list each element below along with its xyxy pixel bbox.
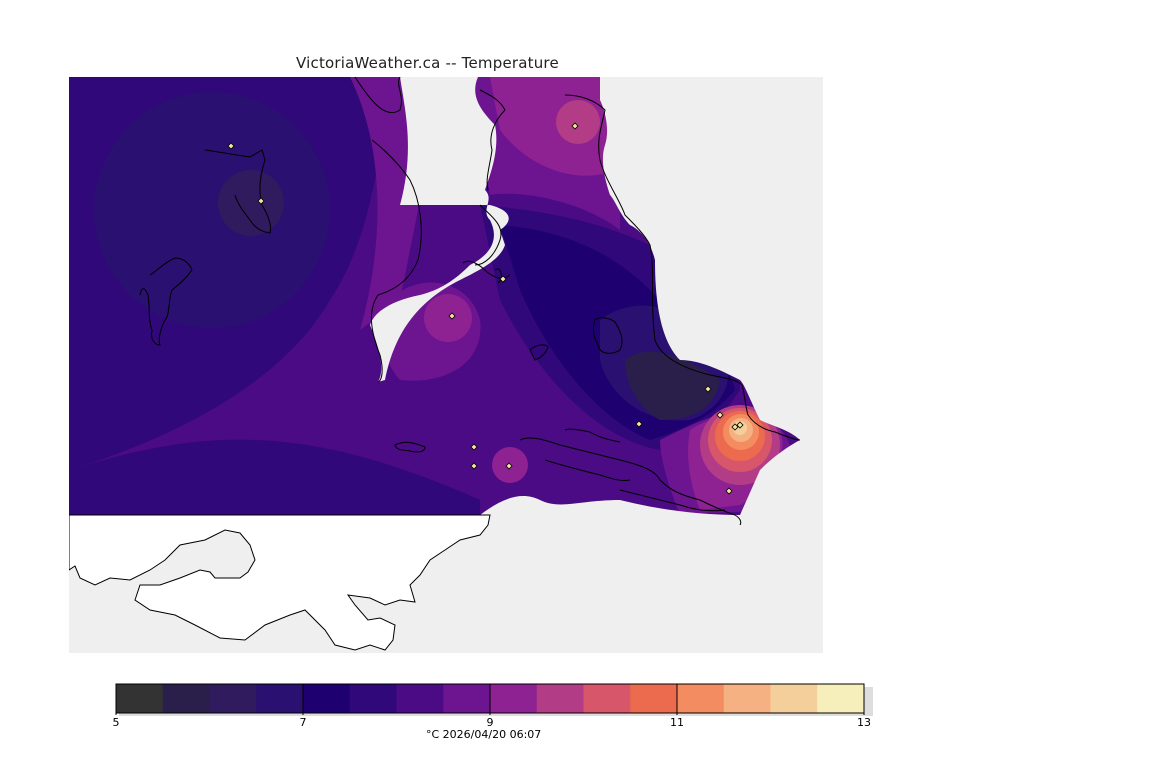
colorbar-swatch [396, 684, 444, 713]
station-marker [499, 275, 507, 283]
colorbar-swatch [490, 684, 538, 713]
colorbar-tick-label: 11 [670, 716, 684, 729]
station-marker [227, 142, 235, 150]
station-marker [731, 423, 739, 431]
station-marker [470, 462, 478, 470]
colorbar-swatch [209, 684, 257, 713]
station-marker [257, 197, 265, 205]
coastlines [139, 77, 801, 526]
station-marker [448, 312, 456, 320]
station-marker [470, 443, 478, 451]
colorbar-swatch [536, 684, 584, 713]
colorbar-swatch [116, 684, 164, 713]
land-mask [69, 77, 823, 653]
colorbar-swatch [723, 684, 771, 713]
colorbar-tick-label: 13 [857, 716, 871, 729]
colorbar-swatch [349, 684, 397, 713]
station-marker [704, 385, 712, 393]
colorbar-tick-label: 9 [486, 716, 494, 729]
colorbar-swatch [677, 684, 725, 713]
southern-land [69, 514, 491, 651]
colorbar-swatch [770, 684, 818, 713]
colorbar-swatch [583, 684, 631, 713]
colorbar-swatch [256, 684, 304, 713]
station-marker [571, 122, 579, 130]
colorbar-swatch [303, 684, 351, 713]
station-marker [716, 411, 724, 419]
colorbar-swatch [817, 684, 865, 713]
colorbar-swatch [443, 684, 491, 713]
colorbar-caption: °C 2026/04/20 06:07 [426, 728, 542, 741]
colorbar [115, 683, 873, 716]
station-marker [725, 487, 733, 495]
colorbar-tick-label: 7 [299, 716, 307, 729]
colorbar-tick-label: 5 [112, 716, 120, 729]
station-marker [505, 462, 513, 470]
station-marker [635, 420, 643, 428]
station-markers [227, 122, 744, 495]
map-title: VictoriaWeather.ca -- Temperature [296, 54, 559, 72]
station-marker [736, 421, 744, 429]
colorbar-swatch [630, 684, 678, 713]
colorbar-swatch [162, 684, 210, 713]
